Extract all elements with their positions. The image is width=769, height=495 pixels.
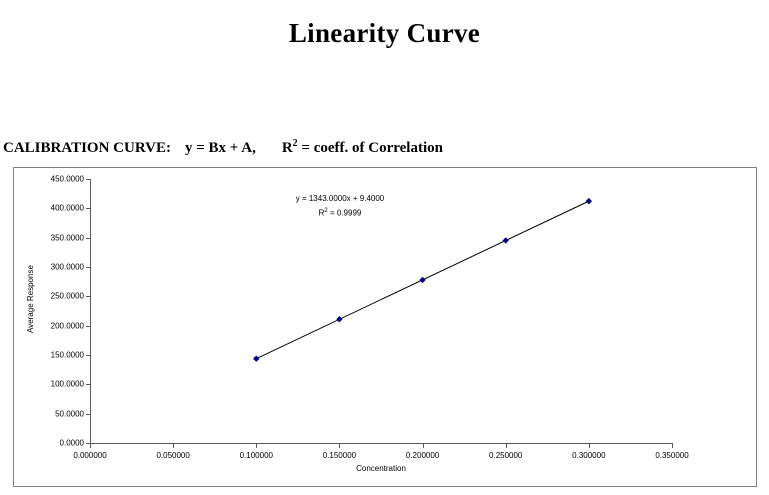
y-axis-tick-label: 300.0000 xyxy=(50,262,84,272)
data-point-marker xyxy=(585,197,593,205)
x-axis-tick xyxy=(339,443,341,448)
calibration-equation-form: y = Bx + A, xyxy=(184,140,256,156)
y-axis-tick-label: 450.0000 xyxy=(50,174,84,184)
data-point-marker xyxy=(336,316,343,323)
x-axis-line xyxy=(90,443,673,444)
calibration-r2-exponent: 2 xyxy=(292,138,298,149)
regression-annotation: y = 1343.0000x + 9.4000 R2 = 0.9999 xyxy=(230,192,450,220)
regression-r2-text: R2 = 0.9999 xyxy=(230,205,450,220)
y-axis-tick-label: 250.0000 xyxy=(50,291,84,301)
y-axis-tick xyxy=(86,237,91,239)
y-axis-tick-label: 350.0000 xyxy=(50,233,84,243)
y-axis-tick-label: 200.0000 xyxy=(50,321,84,331)
x-axis-tick-label: 0.200000 xyxy=(405,451,440,460)
calibration-r2-meaning: = coeff. of Correlation xyxy=(301,140,443,156)
annotation-r2-exponent: 2 xyxy=(324,208,328,214)
y-axis-line xyxy=(90,179,91,444)
chart-frame: Average Response Concentration 450.0000 4… xyxy=(13,167,757,487)
plot-area: 450.0000 400.0000 350.0000 300.0000 250.0000… xyxy=(51,175,689,461)
y-axis-tick xyxy=(86,443,91,444)
y-axis-tick xyxy=(86,267,91,268)
y-axis-title: Average Response xyxy=(26,265,35,333)
x-axis-tick xyxy=(90,443,91,448)
calibration-r2-symbol: R xyxy=(281,140,293,156)
data-point-markers xyxy=(253,197,593,362)
data-point-marker xyxy=(253,355,260,362)
x-axis-tick-label: 0.100000 xyxy=(239,451,273,460)
x-axis-tick-label: 0.350000 xyxy=(655,451,689,460)
x-axis-tick xyxy=(422,443,424,448)
calibration-label: CALIBRATION CURVE: xyxy=(3,140,171,156)
x-axis-tick xyxy=(505,443,507,448)
y-axis-tick-label: 0.0000 xyxy=(59,438,84,448)
y-axis-tick-label: 150.0000 xyxy=(50,350,84,360)
y-axis-tick xyxy=(86,384,91,386)
x-axis-title: Concentration xyxy=(356,464,406,473)
y-axis-tick xyxy=(86,296,91,298)
y-axis-tick xyxy=(86,179,91,180)
y-axis-tick xyxy=(86,355,91,356)
y-axis-tick-label: 400.0000 xyxy=(50,203,84,213)
data-series xyxy=(253,197,593,362)
x-axis-tick-label: 0.050000 xyxy=(156,451,190,460)
data-point-marker xyxy=(502,237,509,244)
x-axis-tick-label: 0.000000 xyxy=(73,451,107,460)
x-axis-tick xyxy=(173,443,175,448)
x-axis-tick xyxy=(256,443,258,448)
x-axis-tick-label: 0.300000 xyxy=(572,451,606,460)
x-axis-tick-label: 0.250000 xyxy=(489,451,523,460)
data-point-marker xyxy=(419,276,426,284)
calibration-curve-caption: CALIBRATION CURVE: y = Bx + A, R2 = coeff.… xyxy=(3,138,443,157)
x-axis-tick xyxy=(588,443,590,448)
y-axis-tick-label: 50.0000 xyxy=(55,409,84,419)
y-axis-tick-label: 100.0000 xyxy=(50,379,84,389)
x-axis-tick-label: 0.150000 xyxy=(322,451,357,460)
y-axis-tick xyxy=(86,325,91,327)
page-title: Linearity Curve xyxy=(288,18,481,48)
regression-equation-text: y = 1343.0000x + 9.4000 xyxy=(295,194,385,203)
y-axis-tick xyxy=(86,208,91,210)
y-axis-tick xyxy=(86,413,91,415)
annotation-r2-symbol: R xyxy=(318,208,325,218)
x-axis-tick xyxy=(672,443,673,448)
annotation-r2-value: = 0.9999 xyxy=(329,208,362,218)
